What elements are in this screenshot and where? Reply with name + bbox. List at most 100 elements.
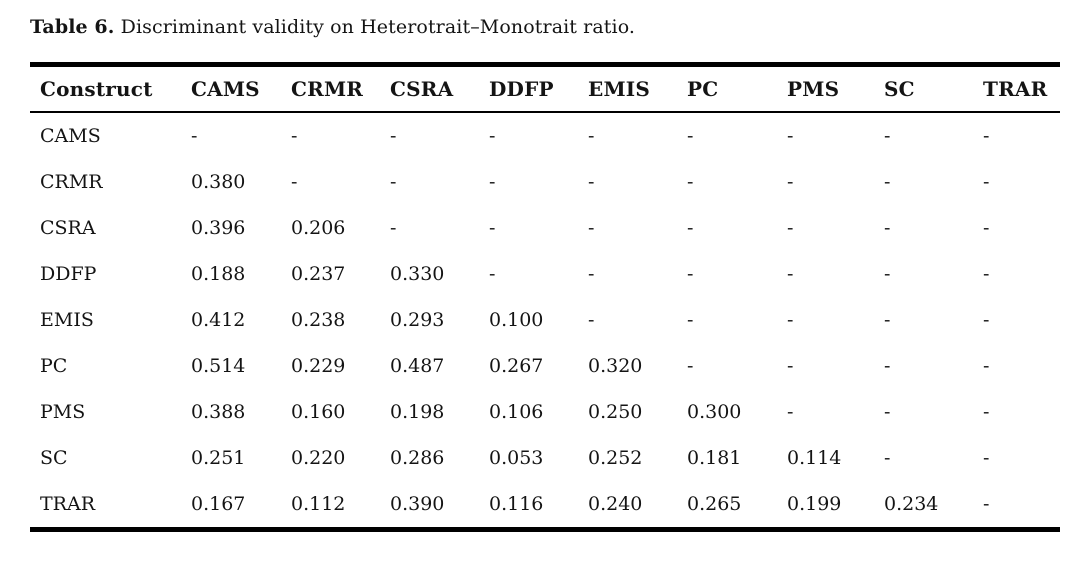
table-cell: 0.330 bbox=[390, 263, 445, 285]
column-header-csra: CSRA bbox=[390, 64, 489, 113]
table-row: PC 0.514 0.229 0.487 0.267 0.320 - - - - bbox=[30, 343, 1060, 389]
table-cell: - bbox=[983, 401, 990, 423]
row-label: DDFP bbox=[40, 263, 97, 285]
table-cell: 0.229 bbox=[291, 355, 346, 377]
table-cell: - bbox=[983, 125, 990, 147]
table-cell: - bbox=[291, 125, 298, 147]
table-cell: - bbox=[884, 355, 891, 377]
table-cell: - bbox=[588, 309, 595, 331]
table-cell: 0.237 bbox=[291, 263, 346, 285]
column-header-crmr: CRMR bbox=[291, 64, 390, 113]
table-cell: 0.251 bbox=[191, 447, 246, 469]
table-cell: 0.114 bbox=[787, 447, 842, 469]
table-cell: 0.250 bbox=[588, 401, 643, 423]
column-header-cams: CAMS bbox=[191, 64, 291, 113]
table-cell: 0.188 bbox=[191, 263, 246, 285]
column-header-emis: EMIS bbox=[588, 64, 687, 113]
table-cell: - bbox=[983, 217, 990, 239]
table-cell: - bbox=[687, 217, 694, 239]
table-cell: - bbox=[687, 171, 694, 193]
table-cell: - bbox=[884, 171, 891, 193]
table-cell: - bbox=[489, 217, 496, 239]
table-cell: 0.252 bbox=[588, 447, 643, 469]
row-label: EMIS bbox=[40, 309, 94, 331]
table-cell: 0.116 bbox=[489, 493, 544, 515]
row-label: TRAR bbox=[40, 493, 96, 515]
table-cell: - bbox=[983, 493, 990, 515]
header-row: Construct CAMS CRMR CSRA DDFP EMIS PC PM… bbox=[30, 64, 1060, 113]
table-cell: 0.320 bbox=[588, 355, 643, 377]
column-header-pms: PMS bbox=[787, 64, 884, 113]
table-row: TRAR 0.167 0.112 0.390 0.116 0.240 0.265… bbox=[30, 481, 1060, 530]
table-cell: - bbox=[787, 217, 794, 239]
column-header-ddfp: DDFP bbox=[489, 64, 588, 113]
table-cell: - bbox=[983, 447, 990, 469]
table-cell: 0.100 bbox=[489, 309, 544, 331]
table-cell: 0.106 bbox=[489, 401, 544, 423]
table-cell: - bbox=[687, 355, 694, 377]
row-label: PMS bbox=[40, 401, 86, 423]
table-container: Construct CAMS CRMR CSRA DDFP EMIS PC PM… bbox=[30, 62, 1060, 532]
table-cell: - bbox=[489, 171, 496, 193]
table-cell: 0.220 bbox=[291, 447, 346, 469]
table-cell: - bbox=[787, 125, 794, 147]
table-cell: - bbox=[787, 355, 794, 377]
table-cell: 0.167 bbox=[191, 493, 246, 515]
table-cell: 0.181 bbox=[687, 447, 742, 469]
htmt-ratio-table: Construct CAMS CRMR CSRA DDFP EMIS PC PM… bbox=[30, 62, 1060, 532]
table-cell: - bbox=[687, 263, 694, 285]
table-cell: - bbox=[390, 125, 397, 147]
row-label: CAMS bbox=[40, 125, 101, 147]
table-cell: 0.286 bbox=[390, 447, 445, 469]
table-cell: - bbox=[787, 309, 794, 331]
table-caption-number: Table 6. bbox=[30, 16, 115, 38]
table-cell: - bbox=[983, 309, 990, 331]
table-row: DDFP 0.188 0.237 0.330 - - - - - - bbox=[30, 251, 1060, 297]
table-caption-text: Discriminant validity on Heterotrait–Mon… bbox=[120, 16, 636, 38]
table-cell: 0.160 bbox=[291, 401, 346, 423]
table-cell: - bbox=[390, 217, 397, 239]
table-cell: - bbox=[787, 263, 794, 285]
table-cell: - bbox=[489, 263, 496, 285]
row-label: PC bbox=[40, 355, 68, 377]
table-cell: - bbox=[687, 309, 694, 331]
table-cell: 0.390 bbox=[390, 493, 445, 515]
table-cell: 0.053 bbox=[489, 447, 544, 469]
table-cell: 0.412 bbox=[191, 309, 246, 331]
column-header-construct: Construct bbox=[30, 64, 191, 113]
table-row: CRMR 0.380 - - - - - - - - bbox=[30, 159, 1060, 205]
table-cell: - bbox=[390, 171, 397, 193]
row-label: CSRA bbox=[40, 217, 96, 239]
table-cell: 0.380 bbox=[191, 171, 246, 193]
table-row: CAMS - - - - - - - - - bbox=[30, 112, 1060, 159]
table-cell: - bbox=[489, 125, 496, 147]
table-cell: - bbox=[787, 171, 794, 193]
table-cell: - bbox=[884, 309, 891, 331]
table-row: PMS 0.388 0.160 0.198 0.106 0.250 0.300 … bbox=[30, 389, 1060, 435]
table-cell: 0.487 bbox=[390, 355, 445, 377]
table-cell: 0.206 bbox=[291, 217, 346, 239]
table-cell: 0.240 bbox=[588, 493, 643, 515]
table-row: CSRA 0.396 0.206 - - - - - - - bbox=[30, 205, 1060, 251]
table-cell: 0.198 bbox=[390, 401, 445, 423]
column-header-sc: SC bbox=[884, 64, 983, 113]
table-cell: - bbox=[983, 355, 990, 377]
table-cell: - bbox=[191, 125, 198, 147]
table-row: EMIS 0.412 0.238 0.293 0.100 - - - - - bbox=[30, 297, 1060, 343]
table-cell: - bbox=[884, 217, 891, 239]
table-cell: 0.234 bbox=[884, 493, 939, 515]
table-caption: Table 6. Discriminant validity on Hetero… bbox=[30, 16, 635, 38]
table-cell: - bbox=[884, 401, 891, 423]
table-row: SC 0.251 0.220 0.286 0.053 0.252 0.181 0… bbox=[30, 435, 1060, 481]
table-cell: 0.396 bbox=[191, 217, 246, 239]
table-cell: 0.267 bbox=[489, 355, 544, 377]
table-cell: 0.265 bbox=[687, 493, 742, 515]
table-cell: - bbox=[884, 263, 891, 285]
table-cell: - bbox=[588, 217, 595, 239]
table-cell: 0.293 bbox=[390, 309, 445, 331]
row-label: CRMR bbox=[40, 171, 103, 193]
table-cell: - bbox=[787, 401, 794, 423]
row-label: SC bbox=[40, 447, 68, 469]
table-cell: - bbox=[588, 263, 595, 285]
